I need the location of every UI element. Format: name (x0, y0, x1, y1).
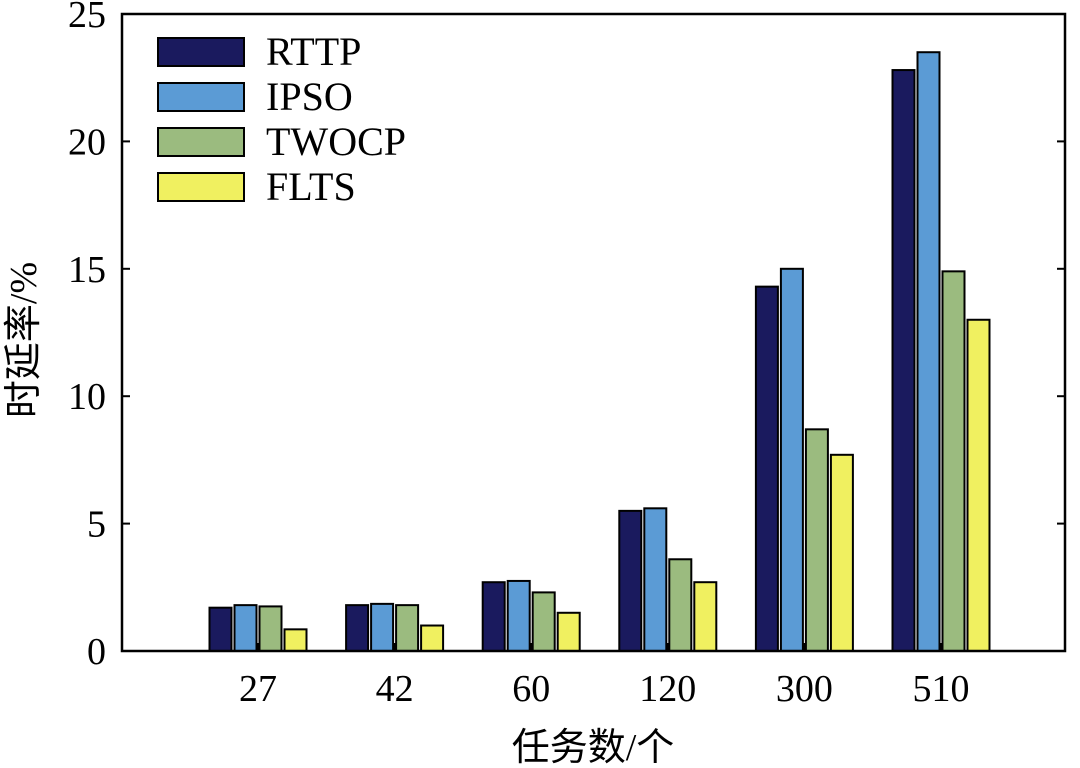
y-axis-ticks: 0 5 10 15 20 25 (68, 0, 1065, 673)
x-tick-label: 27 (239, 668, 277, 710)
legend-label-flts: FLTS (266, 164, 356, 209)
bar-rttp-42 (345, 604, 370, 652)
y-tick-label: 20 (68, 121, 106, 163)
x-tick-label: 42 (376, 668, 414, 710)
y-tick-label: 25 (68, 0, 106, 36)
bar-rttp-300 (754, 285, 779, 652)
bar-flts-510 (966, 318, 991, 652)
bar-twocp-42 (395, 604, 420, 652)
x-tick-label: 510 (913, 668, 970, 710)
bar-rttp-510 (891, 69, 916, 652)
bar-twocp-27 (258, 605, 283, 652)
legend-swatch-ipso (157, 82, 245, 112)
bar-ipso-60 (506, 579, 531, 652)
bar-twocp-510 (941, 270, 966, 652)
bar-ipso-300 (779, 267, 804, 652)
bar-rttp-60 (481, 581, 506, 652)
bar-rttp-27 (208, 606, 233, 653)
bar-rttp-120 (618, 509, 643, 652)
bar-ipso-510 (916, 51, 941, 653)
legend-label-rttp: RTTP (266, 29, 361, 74)
bar-ipso-27 (233, 604, 258, 652)
bar-twocp-300 (804, 428, 829, 652)
x-tick-label: 300 (776, 668, 833, 710)
bar-ipso-42 (370, 602, 395, 652)
bars-group (208, 51, 991, 653)
y-axis-label: 时延率/% (3, 262, 45, 418)
bar-twocp-60 (531, 591, 556, 652)
y-tick-label: 15 (68, 249, 106, 291)
legend-label-twocp: TWOCP (266, 119, 406, 164)
plot-frame (120, 12, 1067, 653)
x-axis-ticks: 27 42 60 120 300 510 (239, 643, 970, 710)
bar-ipso-120 (643, 507, 668, 653)
bar-flts-120 (693, 581, 718, 652)
legend-swatch-twocp (157, 127, 245, 157)
x-tick-label: 120 (639, 668, 696, 710)
y-tick-label: 5 (87, 504, 106, 546)
legend-swatch-flts (157, 172, 245, 202)
y-tick-label: 10 (68, 376, 106, 418)
bar-flts-27 (283, 628, 308, 652)
x-tick-label: 60 (512, 668, 550, 710)
x-axis-label: 任务数/个 (512, 727, 675, 768)
y-tick-label: 0 (87, 631, 106, 673)
legend-label-ipso: IPSO (266, 74, 353, 119)
legend-swatch-rttp (157, 37, 245, 67)
bar-flts-42 (420, 624, 445, 653)
bar-flts-60 (556, 611, 581, 653)
bar-flts-300 (829, 453, 854, 652)
bar-twocp-120 (668, 558, 693, 652)
